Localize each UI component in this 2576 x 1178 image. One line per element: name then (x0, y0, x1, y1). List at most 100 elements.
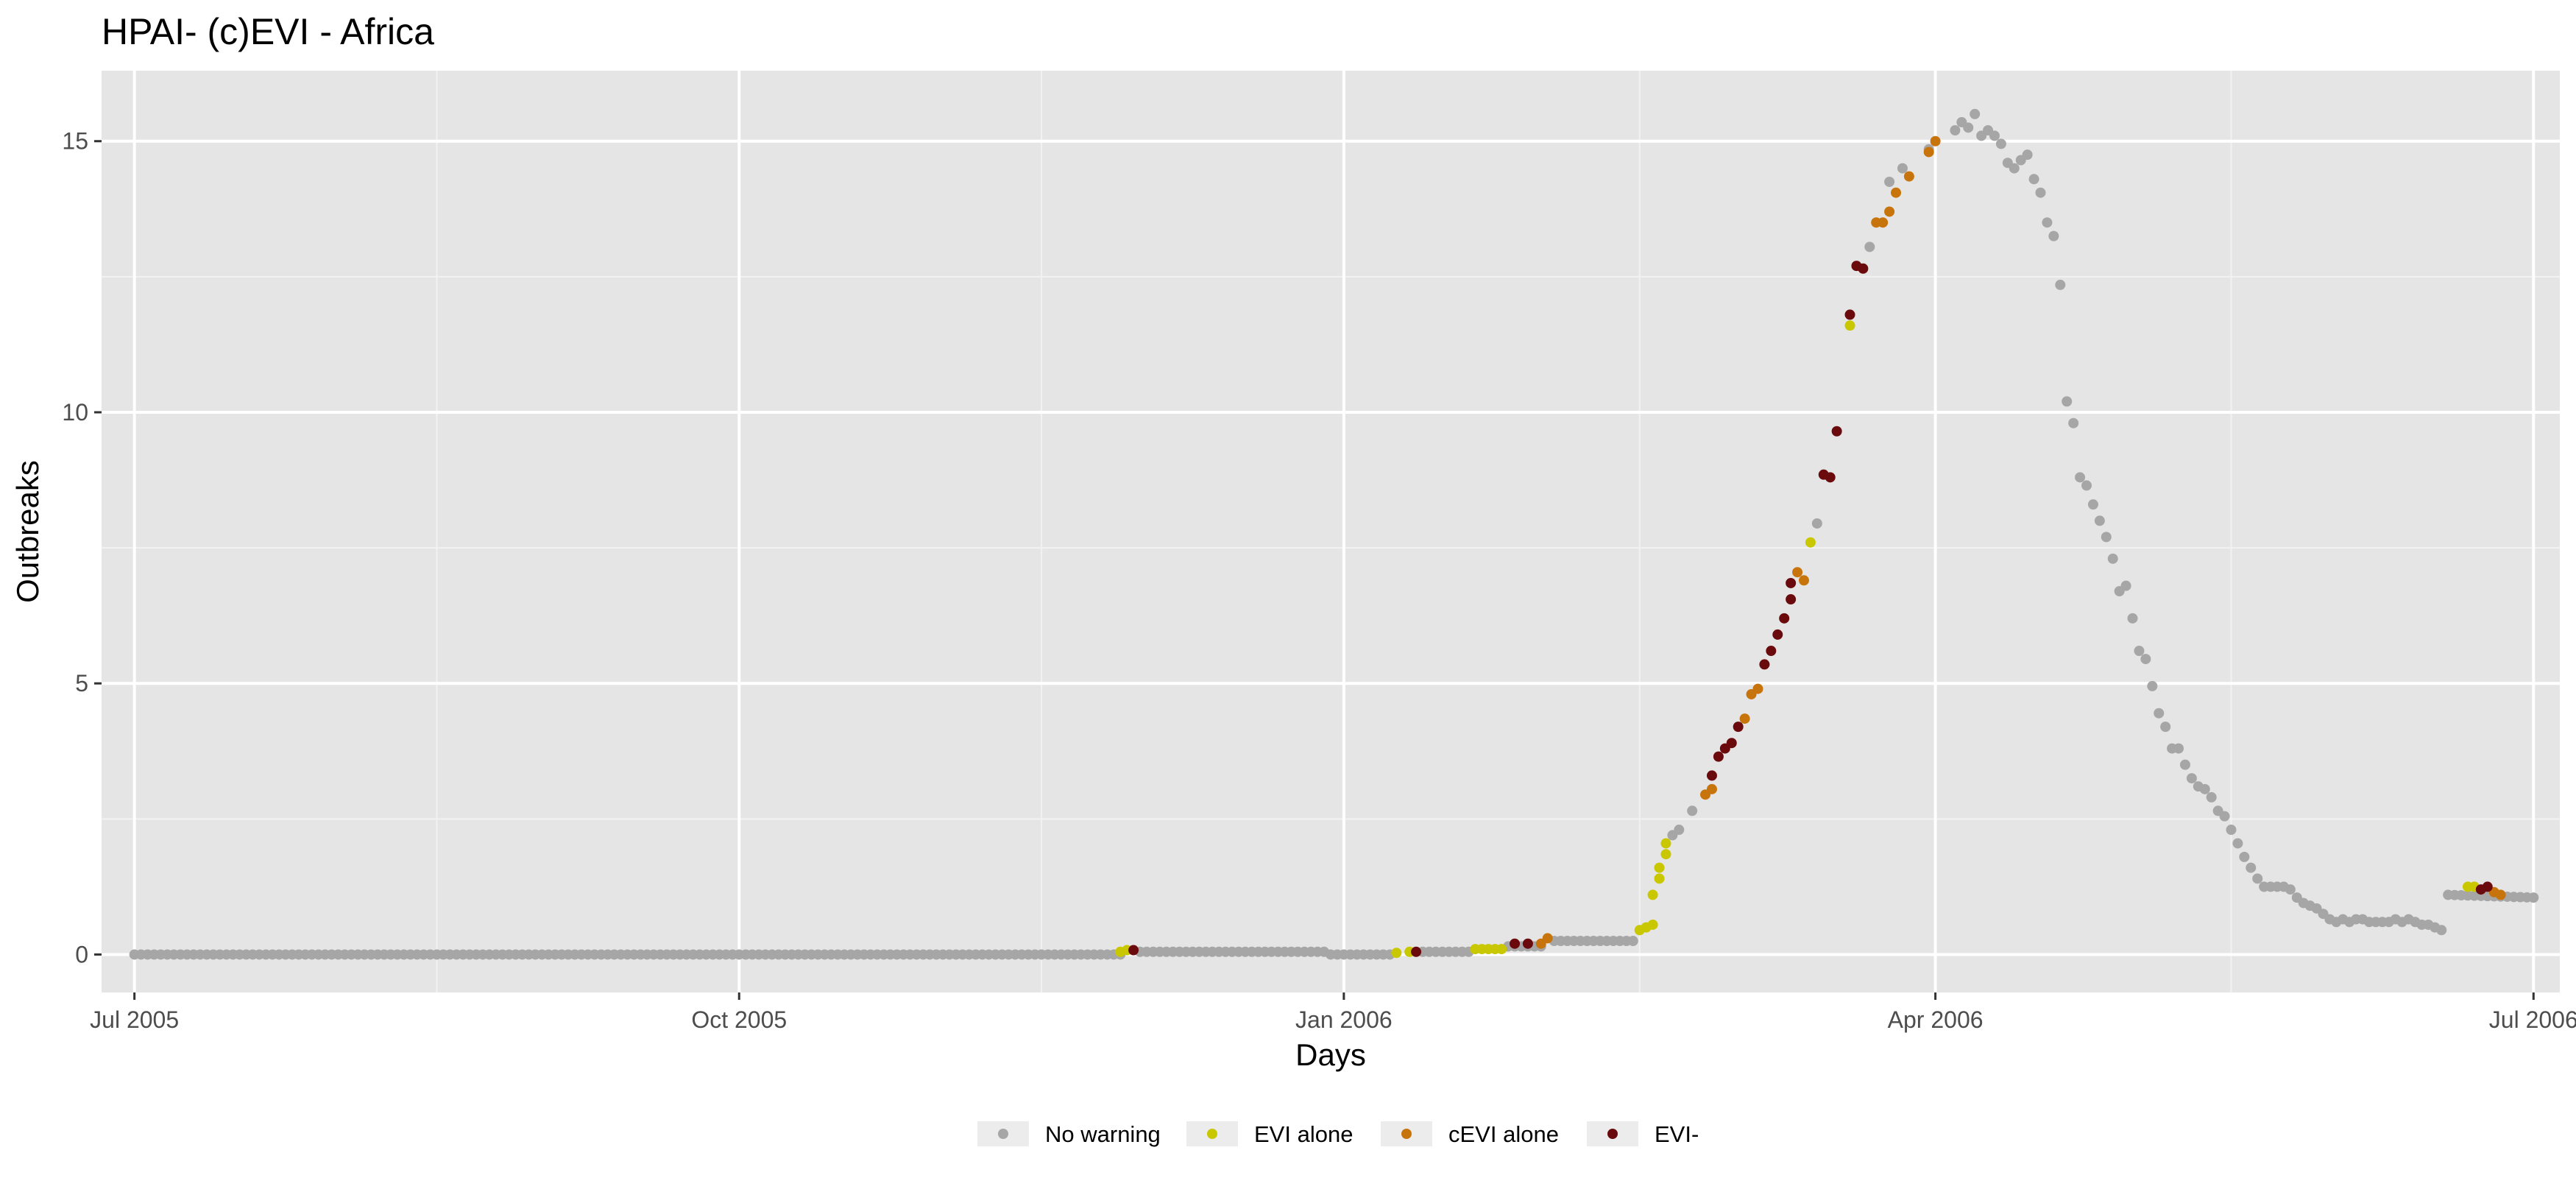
data-point (2179, 759, 2190, 770)
data-point (2173, 743, 2184, 754)
data-point (1772, 629, 1783, 640)
y-tick-label: 5 (75, 670, 88, 696)
data-point (1844, 320, 1855, 331)
chart-title: HPAI- (c)EVI - Africa (102, 11, 434, 52)
data-point (2120, 580, 2131, 591)
legend-label: EVI alone (1254, 1121, 1353, 1147)
data-point (1647, 889, 1658, 900)
legend-item: No warning (977, 1121, 1161, 1147)
y-tick-label: 10 (62, 399, 88, 426)
series-cevi-alone (1535, 135, 2506, 949)
data-point (1989, 130, 2000, 141)
data-point (1786, 577, 1797, 588)
data-point (1995, 138, 2006, 149)
data-point (2186, 773, 2197, 784)
legend: No warning EVI alone cEVI alone EVI- (977, 1121, 1699, 1147)
y-axis-title: Outbreaks (10, 460, 45, 603)
data-point (1411, 946, 1422, 957)
data-point (1950, 125, 1961, 136)
legend-label: cEVI alone (1448, 1121, 1559, 1147)
data-point (2087, 499, 2098, 510)
series-evi (1128, 261, 2493, 957)
data-point (2239, 851, 2250, 862)
legend-item: EVI alone (1186, 1121, 1353, 1147)
data-point (1674, 825, 1685, 836)
legend-symbol (1207, 1129, 1217, 1139)
legend-item: cEVI alone (1381, 1121, 1559, 1147)
x-tick-label: Jan 2006 (1295, 1006, 1393, 1033)
x-tick-label: Oct 2005 (691, 1006, 787, 1033)
data-point (1752, 683, 1763, 694)
data-point (2232, 838, 2243, 849)
data-point (1654, 873, 1665, 884)
data-point (1510, 938, 1521, 949)
data-point (1884, 206, 1895, 217)
data-point (1831, 426, 1842, 437)
data-point (1786, 594, 1797, 605)
data-point (2528, 892, 2539, 903)
x-tick-label: Apr 2006 (1888, 1006, 1984, 1033)
data-point (1759, 659, 1770, 670)
data-point (2068, 417, 2079, 428)
series-evi-alone (1115, 320, 2480, 959)
data-point (2482, 881, 2493, 892)
data-point (1627, 936, 1638, 947)
x-axis-ticks: Jul 2005 Oct 2005 Jan 2006 Apr 2006 Jul 2006 (90, 992, 2576, 1033)
data-point (1811, 518, 1822, 529)
x-tick-label: Jul 2005 (90, 1006, 179, 1033)
data-point (1496, 944, 1507, 955)
data-point (2107, 553, 2118, 564)
data-point (2062, 396, 2073, 407)
data-point (1825, 472, 1836, 483)
data-point (1522, 938, 1533, 949)
data-point (2160, 722, 2171, 733)
data-point (2134, 646, 2145, 657)
data-point (2219, 811, 2230, 822)
legend-symbol (1607, 1129, 1618, 1139)
data-point (2206, 791, 2217, 803)
data-point (1660, 849, 1671, 860)
data-point (2075, 472, 2086, 483)
data-point (1660, 838, 1671, 849)
legend-symbol (998, 1129, 1008, 1139)
data-point (1792, 567, 1803, 578)
data-point (1654, 862, 1665, 873)
data-point (2022, 149, 2033, 161)
y-tick-label: 0 (75, 941, 88, 967)
x-tick-label: Jul 2006 (2489, 1006, 2576, 1033)
data-point (1798, 575, 1809, 586)
y-axis-ticks: 0 5 10 15 (62, 128, 102, 967)
data-point (1923, 147, 1934, 158)
plot-panel (102, 71, 2560, 992)
legend-item: EVI- (1587, 1121, 1699, 1147)
data-point (2436, 925, 2447, 936)
data-points (129, 108, 2539, 960)
data-point (2101, 532, 2112, 543)
data-point (1930, 135, 1941, 147)
data-point (1779, 613, 1790, 624)
data-point (1864, 241, 1875, 253)
data-point (1706, 770, 1717, 781)
data-point (2199, 783, 2210, 794)
data-point (2094, 515, 2105, 526)
data-point (1726, 738, 1737, 749)
data-point (1733, 722, 1744, 733)
data-point (1739, 713, 1750, 724)
data-point (1805, 537, 1816, 548)
x-axis-title: Days (1295, 1037, 1366, 1072)
data-point (1844, 309, 1855, 320)
minor-grid (102, 71, 2560, 992)
data-point (1963, 122, 1974, 133)
data-point (1878, 217, 1889, 228)
data-point (2048, 230, 2059, 241)
data-point (1766, 646, 1777, 657)
data-point (2147, 680, 2158, 691)
data-point (1713, 751, 1724, 762)
data-point (2127, 613, 2138, 624)
data-point (2028, 174, 2039, 185)
data-point (1970, 108, 1981, 119)
data-point (2081, 480, 2092, 491)
legend-label: No warning (1045, 1121, 1161, 1147)
data-point (1542, 933, 1553, 944)
